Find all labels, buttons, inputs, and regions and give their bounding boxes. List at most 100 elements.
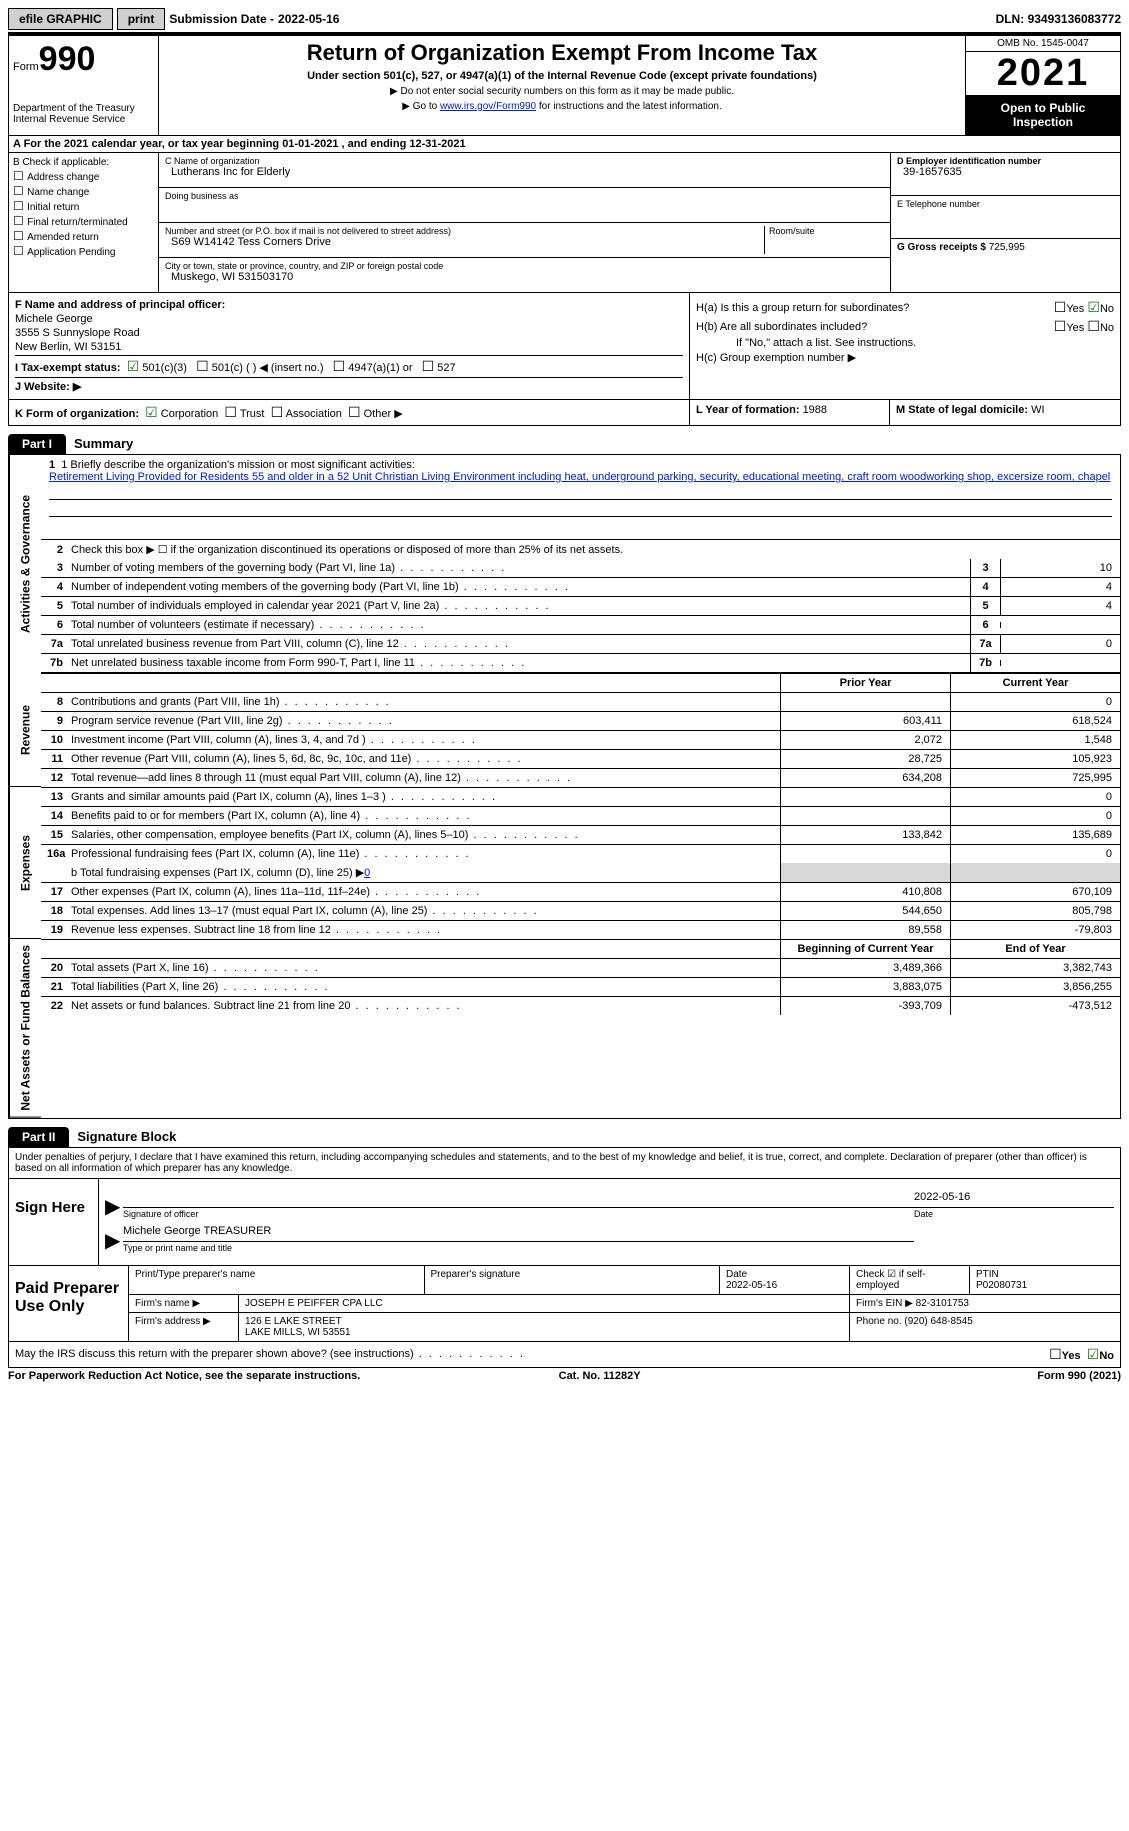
tax-year: 2021 [966,52,1120,95]
line-12-prior: 634,208 [780,769,950,787]
prep-self-employed[interactable]: Check ☑ if self-employed [850,1266,970,1294]
submission-date-label: Submission Date - [169,12,274,26]
part1-tag: Part I [8,434,66,454]
chk-527[interactable]: ☐ [422,358,435,374]
line-9-current: 618,524 [950,712,1120,730]
gross-label: G Gross receipts $ [897,242,989,253]
hb-yes[interactable]: ☐ [1054,318,1067,334]
line-12-current: 725,995 [950,769,1120,787]
chk-assoc[interactable]: ☐ [271,404,284,420]
firm-name-label: Firm's name ▶ [129,1295,239,1312]
officer-name: Michele George [15,313,683,325]
form-number: Form990 [13,40,154,79]
declaration: Under penalties of perjury, I declare th… [9,1148,1120,1178]
chk-final-return[interactable]: Final return/terminated [13,214,154,228]
line-20-prior: 3,489,366 [780,959,950,977]
k-label: K Form of organization: [15,408,139,420]
chk-corp[interactable]: ☑ [145,404,158,420]
line-16a-desc: Professional fundraising fees (Part IX, … [69,845,780,863]
line-19-desc: Revenue less expenses. Subtract line 18 … [69,921,780,939]
org-name-label: C Name of organization [165,156,884,166]
section-bcd: B Check if applicable: Address change Na… [8,153,1121,293]
ha-yes[interactable]: ☐ [1054,299,1067,315]
year-formation: 1988 [803,404,827,416]
chk-4947[interactable]: ☐ [333,358,346,374]
addr-label: Number and street (or P.O. box if mail i… [165,226,764,236]
discuss-no[interactable]: ☑ [1087,1346,1100,1362]
line-14-desc: Benefits paid to or for members (Part IX… [69,807,780,825]
cat-no: Cat. No. 11282Y [559,1370,641,1382]
hb-no[interactable]: ☐ [1087,318,1100,334]
vlabel-revenue: Revenue [9,673,41,787]
chk-501c[interactable]: ☐ [196,358,209,374]
type-label: Type or print name and title [123,1241,914,1253]
chk-trust[interactable]: ☐ [224,404,237,420]
sign-here-label: Sign Here [9,1179,99,1265]
form-footer: Form 990 (2021) [1037,1370,1121,1382]
chk-pending[interactable]: Application Pending [13,244,154,258]
line-11-current: 105,923 [950,750,1120,768]
sign-arrow-icon-2: ▶ [105,1228,123,1253]
dba-label: Doing business as [165,191,884,201]
line-14-current: 0 [950,807,1120,825]
line-8-current: 0 [950,693,1120,711]
line-19-prior: 89,558 [780,921,950,939]
discuss-text: May the IRS discuss this return with the… [15,1348,525,1360]
line-10-prior: 2,072 [780,731,950,749]
line-13-desc: Grants and similar amounts paid (Part IX… [69,788,780,806]
chk-address-change[interactable]: Address change [13,169,154,183]
sig-officer-label: Signature of officer [123,1207,914,1219]
ein-value: 39-1657635 [897,166,1114,178]
line-8-prior [780,693,950,711]
prep-name-label: Print/Type preparer's name [129,1266,425,1294]
line-9-desc: Program service revenue (Part VIII, line… [69,712,780,730]
dln: DLN: 93493136083772 [996,12,1121,26]
line-7b-val [1000,660,1120,666]
paid-preparer-label: Paid Preparer Use Only [9,1266,129,1341]
col-current: Current Year [950,674,1120,692]
line-3-desc: Number of voting members of the governin… [69,559,970,577]
efile-button[interactable]: efile GRAPHIC [8,8,113,30]
discuss-row: May the IRS discuss this return with the… [8,1342,1121,1368]
gross-value: 725,995 [989,242,1025,253]
form-title: Return of Organization Exempt From Incom… [163,40,961,66]
line-11-prior: 28,725 [780,750,950,768]
firm-addr2: LAKE MILLS, WI 53551 [245,1327,351,1338]
line-7a-desc: Total unrelated business revenue from Pa… [69,635,970,653]
chk-other[interactable]: ☐ [348,404,361,420]
mission-text: Retirement Living Provided for Residents… [49,471,1112,483]
line-21-current: 3,856,255 [950,978,1120,996]
vlabel-expenses: Expenses [9,787,41,939]
hb-note: If "No," attach a list. See instructions… [696,337,1114,349]
subtitle-1: Under section 501(c), 527, or 4947(a)(1)… [163,70,961,82]
chk-name-change[interactable]: Name change [13,184,154,198]
line-17-current: 670,109 [950,883,1120,901]
line-10-desc: Investment income (Part VIII, column (A)… [69,731,780,749]
city-value: Muskego, WI 531503170 [165,271,884,283]
irs-link[interactable]: www.irs.gov/Form990 [440,101,536,112]
line-6-desc: Total number of volunteers (estimate if … [69,616,970,634]
org-name: Lutherans Inc for Elderly [165,166,884,178]
line-14-prior [780,807,950,825]
subtitle-2: Do not enter social security numbers on … [163,86,961,97]
col-prior: Prior Year [780,674,950,692]
discuss-yes[interactable]: ☐ [1049,1346,1062,1362]
line-20-desc: Total assets (Part X, line 16) [69,959,780,977]
submission-date: 2022-05-16 [278,12,339,26]
line-15-desc: Salaries, other compensation, employee b… [69,826,780,844]
line-6-val [1000,622,1120,628]
chk-initial-return[interactable]: Initial return [13,199,154,213]
firm-addr1: 126 E LAKE STREET [245,1316,342,1327]
ha-no[interactable]: ☑ [1087,299,1100,315]
chk-501c3[interactable]: ☑ [127,358,140,374]
row-klm: K Form of organization: ☑ Corporation ☐ … [8,400,1121,426]
j-website: J Website: ▶ [15,381,81,393]
line-7a-val: 0 [1000,635,1120,653]
line-5-desc: Total number of individuals employed in … [69,597,970,615]
chk-amended[interactable]: Amended return [13,229,154,243]
part2-tag: Part II [8,1127,69,1147]
line-4-desc: Number of independent voting members of … [69,578,970,596]
print-button[interactable]: print [117,8,166,30]
officer-addr1: 3555 S Sunnyslope Road [15,327,683,339]
line-20-current: 3,382,743 [950,959,1120,977]
